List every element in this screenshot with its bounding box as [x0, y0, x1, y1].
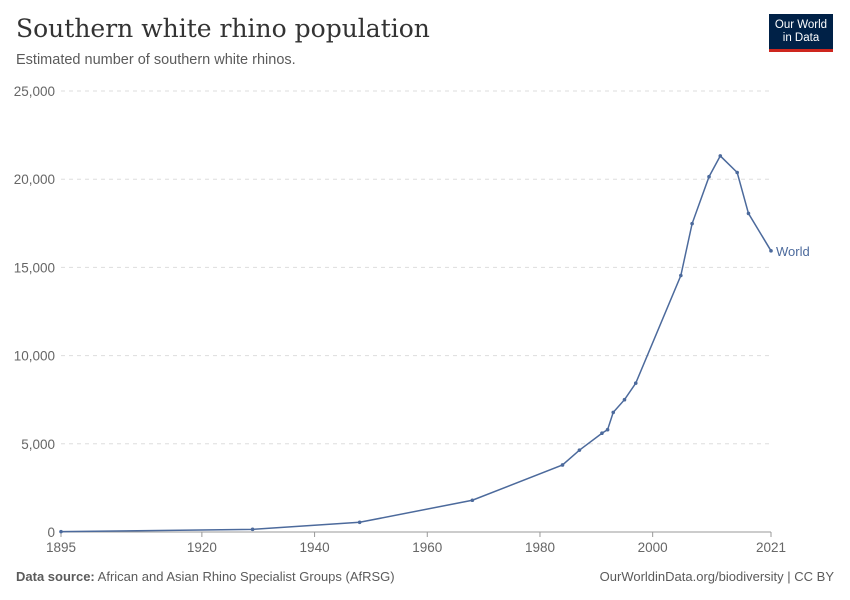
y-tick-label: 25,000: [14, 84, 55, 99]
data-point: [600, 431, 604, 436]
x-tick-label: 2021: [756, 540, 786, 555]
series-label: World: [776, 244, 810, 259]
y-tick-label: 20,000: [14, 172, 55, 187]
logo-text: Our World in Data: [774, 19, 828, 44]
owid-logo[interactable]: Our World in Data: [769, 14, 833, 52]
data-point: [746, 211, 751, 216]
data-point: [769, 249, 773, 253]
data-point: [560, 463, 565, 467]
credit-link[interactable]: OurWorldinData.org/biodiversity | CC BY: [599, 569, 834, 584]
data-point: [735, 170, 739, 175]
data-point: [633, 381, 638, 385]
data-point: [470, 498, 475, 503]
data-point: [622, 397, 627, 402]
data-point: [718, 154, 723, 158]
x-tick-label: 1940: [300, 540, 330, 555]
data-point: [611, 410, 616, 415]
x-tick-label: 1920: [187, 540, 217, 555]
data-point: [250, 527, 255, 532]
x-tick-label: 1895: [46, 540, 76, 555]
x-tick-label: 2000: [638, 540, 668, 555]
y-tick-label: 15,000: [14, 260, 55, 275]
data-point: [357, 520, 362, 525]
chart-title: Southern white rhino population: [16, 14, 430, 43]
x-tick-label: 1980: [525, 540, 555, 555]
data-source: Data source: African and Asian Rhino Spe…: [16, 569, 395, 584]
data-point: [679, 273, 683, 278]
source-text[interactable]: African and Asian Rhino Specialist Group…: [97, 569, 395, 584]
data-point: [59, 529, 63, 534]
x-tick-label: 1960: [412, 540, 442, 555]
y-tick-label: 0: [47, 525, 55, 540]
series-line-world: [60, 154, 772, 533]
data-point: [577, 448, 582, 452]
data-point: [605, 427, 610, 432]
chart-subtitle: Estimated number of southern white rhino…: [16, 52, 296, 68]
source-label: Data source:: [16, 569, 95, 584]
y-tick-label: 10,000: [14, 349, 55, 364]
y-tick-label: 5,000: [21, 437, 55, 452]
data-point: [707, 174, 711, 179]
data-point: [690, 221, 694, 226]
